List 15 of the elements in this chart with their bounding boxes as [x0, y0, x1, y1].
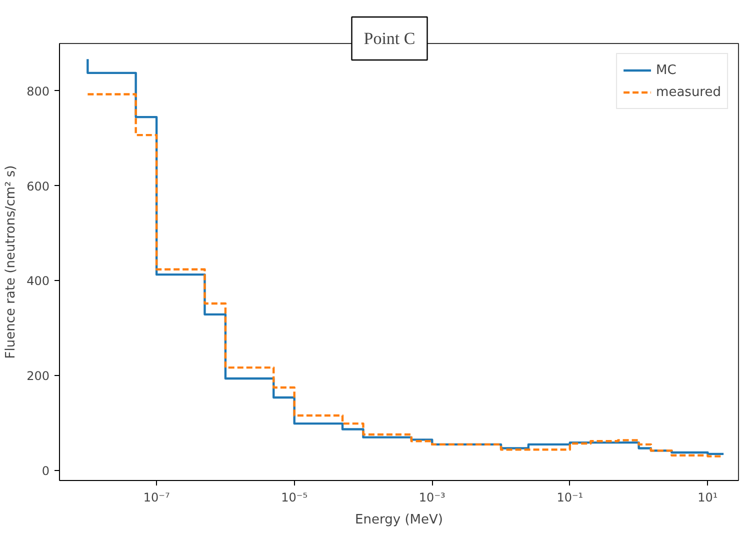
legend-label: MC	[656, 62, 676, 78]
x-tick-label: 10⁻⁵	[281, 490, 308, 504]
legend-label: measured	[656, 84, 721, 100]
x-axis-title: Energy (MeV)	[355, 512, 443, 528]
y-axis-title: Fluence rate (neutrons/cm² s)	[4, 165, 19, 359]
x-tick-label: 10¹	[698, 490, 718, 504]
y-tick-label: 600	[26, 179, 50, 194]
y-tick-label: 800	[26, 84, 50, 98]
chart-title: Point C	[364, 29, 416, 48]
x-tick-label: 10⁻⁷	[143, 490, 170, 504]
x-tick-label: 10⁻¹	[556, 490, 584, 504]
y-tick-label: 200	[26, 369, 50, 384]
y-tick-label: 0	[42, 464, 50, 478]
x-tick-label: 10⁻³	[418, 490, 446, 504]
y-tick-label: 400	[26, 274, 50, 288]
